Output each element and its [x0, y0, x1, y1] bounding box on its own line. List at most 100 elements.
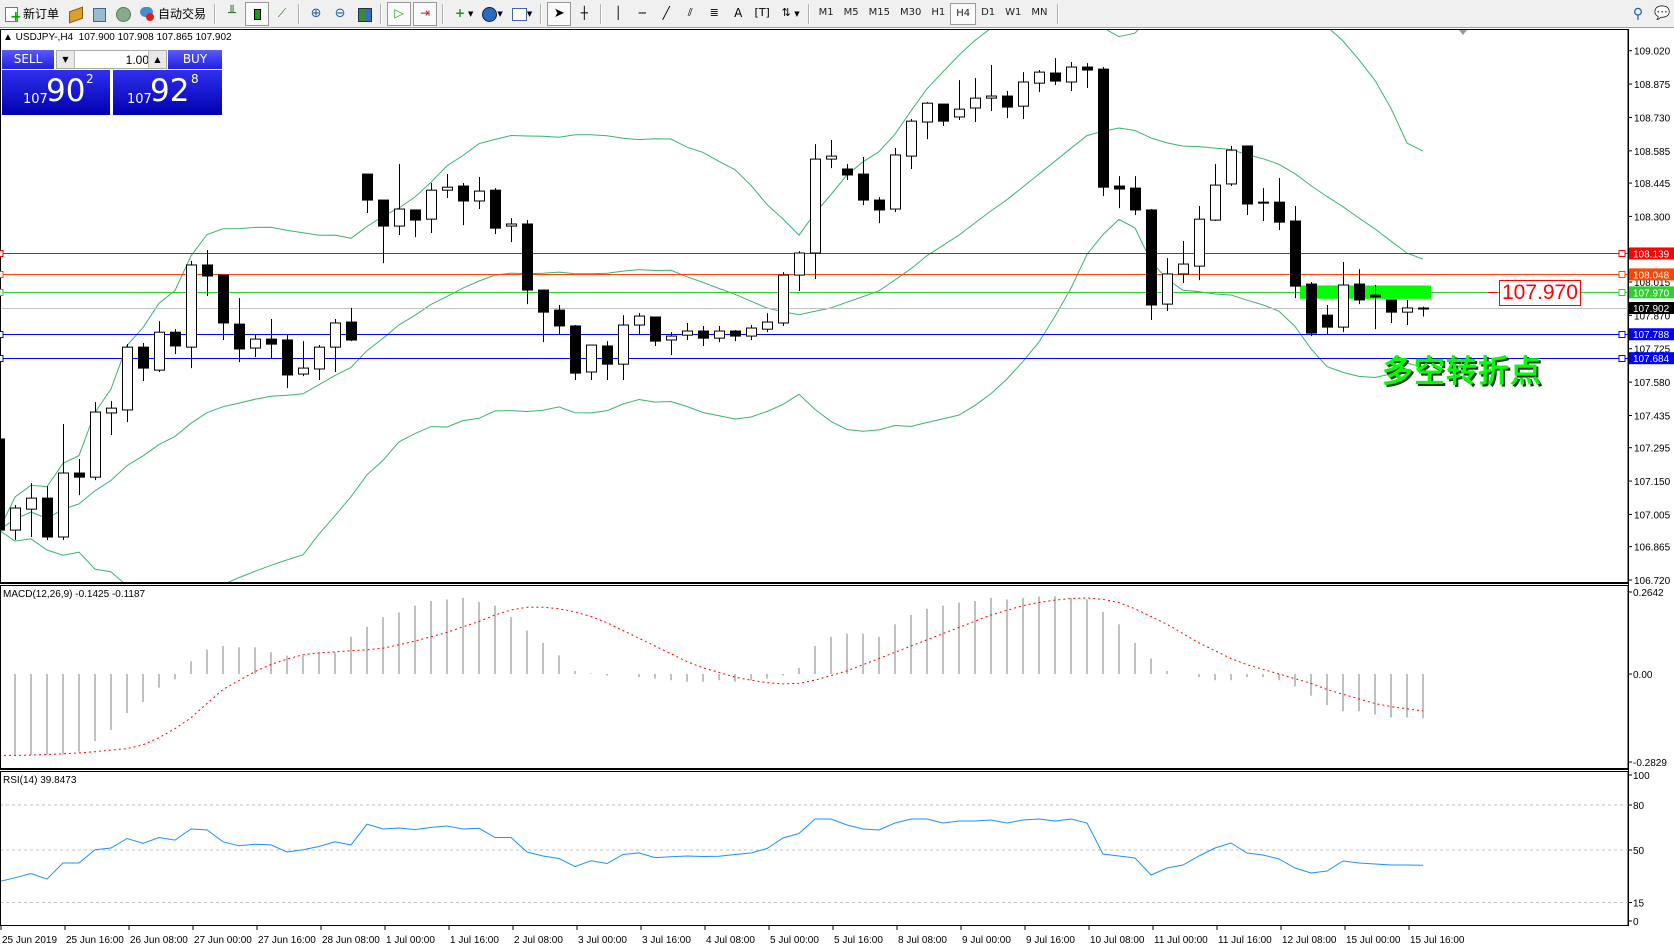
- printer-icon: [91, 6, 107, 22]
- macd-bar: [750, 674, 752, 681]
- periods-button[interactable]: ▼: [478, 3, 505, 25]
- bullish-candle: [330, 322, 341, 348]
- zoom-in-button[interactable]: ⊕: [305, 3, 327, 25]
- bearish-candle: [1002, 95, 1013, 108]
- macd-bar: [334, 652, 336, 674]
- price-line-label: 108.048: [1633, 270, 1670, 281]
- reversal-point-annotation[interactable]: 多空转折点: [1382, 354, 1542, 390]
- rsi-tick-label: 100: [1633, 771, 1650, 782]
- timeframe-m5[interactable]: M5: [843, 7, 859, 18]
- bar-chart-icon: ╨: [228, 5, 236, 21]
- time-label: 3 Jul 00:00: [578, 935, 627, 946]
- zoom-out-button[interactable]: ⊖: [329, 3, 351, 25]
- macd-panel: [0, 585, 1629, 769]
- bearish-candle: [378, 199, 389, 227]
- macd-signal-line: [1, 597, 1424, 756]
- bearish-candle: [1146, 209, 1157, 306]
- macd-bar: [1134, 642, 1136, 674]
- timeframe-m15[interactable]: M15: [868, 7, 890, 18]
- macd-bar: [574, 670, 576, 674]
- tile-windows-button[interactable]: [353, 3, 375, 25]
- text-button[interactable]: A: [727, 3, 749, 25]
- auto-trading-button[interactable]: 自动交易: [136, 3, 209, 25]
- bearish-candle: [1354, 283, 1365, 301]
- buy-button[interactable]: BUY: [168, 50, 222, 69]
- rsi-tick-label: 0: [1633, 917, 1639, 928]
- trendline-button[interactable]: ╱: [655, 3, 677, 25]
- bullish-candle: [186, 264, 197, 348]
- bar-chart-button[interactable]: ╨: [221, 3, 243, 25]
- bearish-candle: [1098, 68, 1109, 188]
- chart-shift-button[interactable]: ⇥: [413, 1, 438, 26]
- bullish-candle: [1194, 218, 1205, 267]
- sell-price-fraction: 2: [86, 72, 94, 86]
- sell-price-pips: 90: [46, 73, 86, 109]
- bullish-candle: [394, 208, 405, 227]
- timeframe-d1[interactable]: D1: [981, 7, 996, 18]
- price-annotation-label[interactable]: 107.970: [1499, 280, 1581, 306]
- text-label-button[interactable]: [T]: [751, 3, 773, 25]
- bullish-candle: [986, 95, 997, 99]
- templates-button[interactable]: ▼: [508, 3, 535, 25]
- macd-bar: [686, 674, 688, 682]
- market-watch-button[interactable]: [64, 3, 86, 25]
- navigator-button[interactable]: [88, 3, 110, 25]
- bid-price-label-bg: [1629, 302, 1674, 315]
- sell-button[interactable]: SELL: [2, 50, 54, 69]
- macd-bar: [1422, 674, 1424, 719]
- candlestick-chart-button[interactable]: [245, 1, 270, 26]
- auto-trading-icon: [139, 6, 155, 22]
- line-anchor-handle: [0, 271, 4, 278]
- macd-bar: [126, 674, 128, 714]
- vertical-line-button[interactable]: │: [607, 3, 629, 25]
- buy-price-button[interactable]: 107 92 8: [113, 70, 222, 115]
- crosshair-button[interactable]: ┼: [573, 3, 595, 25]
- sell-price-button[interactable]: 107 90 2: [2, 70, 110, 115]
- bearish-candle: [1130, 187, 1141, 211]
- bearish-candle: [698, 330, 709, 339]
- rsi-tick-label: 50: [1633, 846, 1645, 857]
- indicators-button[interactable]: + ▼: [449, 3, 476, 25]
- dropdown-arrow-icon: ▼: [497, 9, 503, 18]
- cursor-button[interactable]: ➤: [547, 1, 572, 26]
- macd-bar: [718, 674, 720, 681]
- new-order-button[interactable]: + 新订单: [1, 3, 62, 25]
- timeframe-h4[interactable]: H4: [950, 2, 977, 25]
- timeframe-h1[interactable]: H1: [931, 7, 946, 18]
- bullish-candle: [1178, 263, 1189, 275]
- macd-bar: [526, 630, 528, 674]
- macd-bar: [78, 674, 80, 752]
- channel-button[interactable]: ⫽: [679, 3, 701, 25]
- timeframe-m1[interactable]: M1: [818, 7, 834, 18]
- macd-bar: [910, 614, 912, 674]
- macd-bar: [1086, 599, 1088, 674]
- macd-bar: [1310, 674, 1312, 696]
- macd-bar: [238, 647, 240, 674]
- signals-button[interactable]: [112, 3, 134, 25]
- arrows-button[interactable]: ⇅ ▼: [775, 3, 802, 25]
- chat-button[interactable]: 💬: [1651, 3, 1673, 25]
- line-chart-button[interactable]: ⟋: [271, 3, 293, 25]
- timeframe-m30[interactable]: M30: [899, 7, 922, 18]
- time-label: 4 Jul 08:00: [706, 935, 755, 946]
- macd-bar: [1150, 658, 1152, 674]
- macd-bar: [702, 674, 704, 682]
- macd-bar: [878, 636, 880, 674]
- price-line-label: 108.139: [1633, 249, 1670, 260]
- fibonacci-button[interactable]: ≣: [703, 3, 725, 25]
- macd-bar: [1374, 674, 1376, 715]
- macd-bar: [174, 674, 176, 680]
- macd-bar: [958, 602, 960, 674]
- lot-decrease-button[interactable]: ▼: [57, 51, 75, 68]
- auto-scroll-button[interactable]: ▷: [387, 1, 412, 26]
- timeframe-w1[interactable]: W1: [1005, 7, 1022, 18]
- horizontal-line-button[interactable]: ─: [631, 3, 653, 25]
- timeframe-mn[interactable]: MN: [1031, 7, 1048, 18]
- lot-size-input[interactable]: [75, 51, 151, 68]
- chart-canvas[interactable]: MACD(12,26,9) -0.1425 -0.1187 RSI(14) 39…: [0, 28, 1674, 949]
- macd-bar: [1406, 674, 1408, 718]
- bullish-candle: [618, 324, 629, 365]
- search-button[interactable]: ⚲: [1627, 3, 1649, 25]
- lot-increase-button[interactable]: ▲: [148, 51, 166, 68]
- time-label: 5 Jul 16:00: [834, 935, 883, 946]
